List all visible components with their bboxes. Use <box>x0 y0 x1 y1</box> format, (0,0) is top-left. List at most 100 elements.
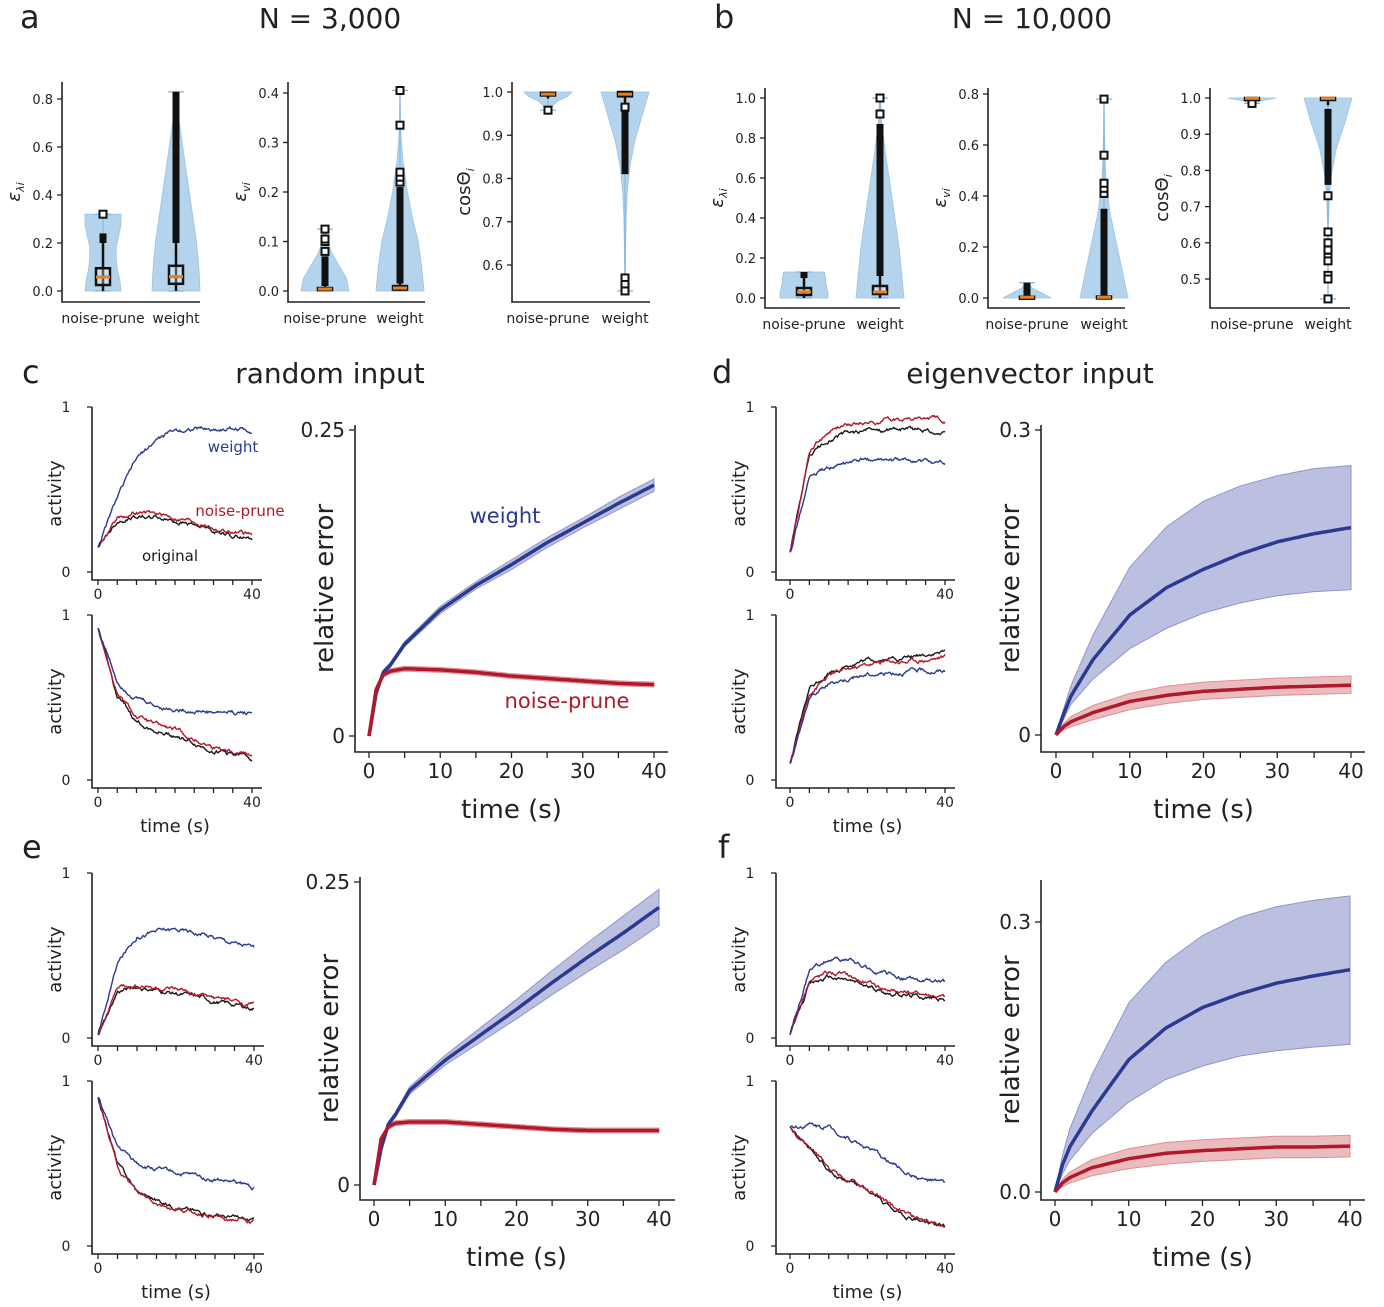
trace-original <box>789 425 946 553</box>
violin-weight <box>855 93 905 299</box>
outlier-point <box>395 86 405 96</box>
outlier-point <box>1323 274 1333 284</box>
x-tick-label: 40 <box>245 1261 263 1277</box>
outlier-point <box>1323 245 1333 255</box>
panel-letter-c: c <box>22 353 40 391</box>
x-tick-label: 0 <box>363 759 376 783</box>
y-tick-label: 0.0 <box>735 292 756 307</box>
y-axis-label-main: ε <box>230 192 251 202</box>
x-tick-label: 20 <box>1191 759 1216 783</box>
x-tick-label: 40 <box>1338 759 1363 783</box>
trace-weight <box>97 927 255 1035</box>
trace-original <box>789 973 946 1035</box>
activity-panel-c_bottom: 0 1 0 40 time (s) activity <box>45 608 262 837</box>
y-axis-label: cosΘi <box>1152 174 1175 222</box>
x-tick-label: 40 <box>936 1053 954 1069</box>
outlier-point <box>320 224 330 234</box>
violin-noise-prune <box>1002 282 1052 300</box>
y-tick-label: 1 <box>62 400 71 416</box>
trace-noise-prune <box>789 1126 946 1228</box>
x-tick-label: 20 <box>504 1207 529 1231</box>
y-axis-label-subscript: λi <box>14 182 27 193</box>
outlier-point <box>320 234 330 244</box>
axis-spines <box>354 425 668 753</box>
violin-noise-prune <box>300 224 350 292</box>
y-tick-label: 1 <box>746 608 755 624</box>
axis-spines <box>775 615 955 789</box>
outlier-point <box>98 209 108 219</box>
y-tick-label: 0.4 <box>32 189 53 204</box>
activity-panel-c_top: 0 1 0 40 activity <box>45 400 262 603</box>
axis-spines <box>1040 425 1365 753</box>
violin-weight <box>600 90 650 296</box>
outlier-point <box>1099 150 1109 160</box>
band-weight <box>373 888 660 1186</box>
outlier-cluster <box>1023 282 1031 296</box>
x-tick-label: weight <box>601 311 649 327</box>
y-axis-label: activity <box>45 1134 66 1201</box>
y-axis-label: activity <box>729 460 750 527</box>
trace-original <box>789 1126 946 1227</box>
x-tick-label: 0 <box>94 587 103 603</box>
x-tick-label: 0 <box>1049 1207 1062 1231</box>
y-tick-label: 0.2 <box>958 241 979 256</box>
y-axis-label: ελi <box>707 188 730 207</box>
panel-title-c: random input <box>235 357 425 390</box>
outlier-point <box>395 120 405 130</box>
y-tick-label: 0.7 <box>482 216 503 231</box>
x-tick-label: 40 <box>641 759 666 783</box>
band-noise-prune <box>1054 1134 1351 1193</box>
outlier-point <box>395 167 405 177</box>
y-tick-label: 0.6 <box>482 259 503 274</box>
error-panel-c_error: 0 0.25 0 10 20 30 40 time (s) relative error <box>300 418 668 825</box>
axis-spines <box>91 873 264 1047</box>
box-iqr <box>871 284 889 296</box>
trace-weight <box>97 425 253 548</box>
x-tick-label: 40 <box>245 1053 263 1069</box>
y-tick-label: 0.9 <box>482 129 503 144</box>
y-tick-label: 0.8 <box>1180 164 1201 179</box>
axis-spines <box>61 82 200 303</box>
y-axis-label-subscript: vi <box>240 182 253 192</box>
x-tick-label: 20 <box>1190 1207 1215 1231</box>
trace-noise-prune <box>789 970 945 1035</box>
violin-noise-prune <box>84 209 122 292</box>
trace-weight <box>789 666 946 764</box>
x-tick-label: 0 <box>786 587 795 603</box>
x-tick-label: noise-prune <box>506 311 589 327</box>
outlier-point <box>1099 94 1109 104</box>
x-tick-label: weight <box>856 317 904 333</box>
y-tick-label: 0 <box>746 565 755 581</box>
y-axis-label-main: ε <box>930 198 951 208</box>
x-axis-label: time (s) <box>1153 795 1254 825</box>
x-tick-label: 40 <box>243 795 261 811</box>
outlier-point <box>875 93 885 103</box>
x-tick-label: 0 <box>786 1053 795 1069</box>
y-tick-label: 0 <box>746 1239 755 1255</box>
activity-panel-f_top: 0 1 0 40 activity <box>729 866 955 1069</box>
y-axis-label: activity <box>729 926 750 993</box>
panel-letter-f: f <box>718 828 730 866</box>
y-tick-label: 0 <box>62 773 71 789</box>
x-tick-label: noise-prune <box>283 311 366 327</box>
y-axis-label-subscript: λi <box>717 188 730 199</box>
outlier-point <box>543 105 553 115</box>
outlier-cluster <box>99 233 107 243</box>
outlier-point <box>1099 178 1109 188</box>
trace-noise-prune <box>789 414 946 553</box>
y-axis-label: cosΘi <box>454 168 477 216</box>
y-axis-label: relative error <box>996 955 1026 1125</box>
trace-original <box>97 1097 255 1222</box>
y-axis-label: activity <box>729 668 750 735</box>
y-axis-label: activity <box>729 1134 750 1201</box>
y-tick-label: 0.3 <box>258 137 279 152</box>
activity-panel-e_top: 0 1 0 40 activity <box>45 866 264 1069</box>
y-axis-label: activity <box>45 926 66 993</box>
mean-line-noise-prune <box>367 666 655 737</box>
axis-spines <box>775 407 955 581</box>
x-axis-label: time (s) <box>833 1282 903 1303</box>
y-axis-label-subscript: i <box>1162 174 1175 177</box>
x-tick-label: 40 <box>936 587 954 603</box>
series-label-weight: weight <box>470 504 541 528</box>
y-tick-label: 1 <box>746 1074 755 1090</box>
